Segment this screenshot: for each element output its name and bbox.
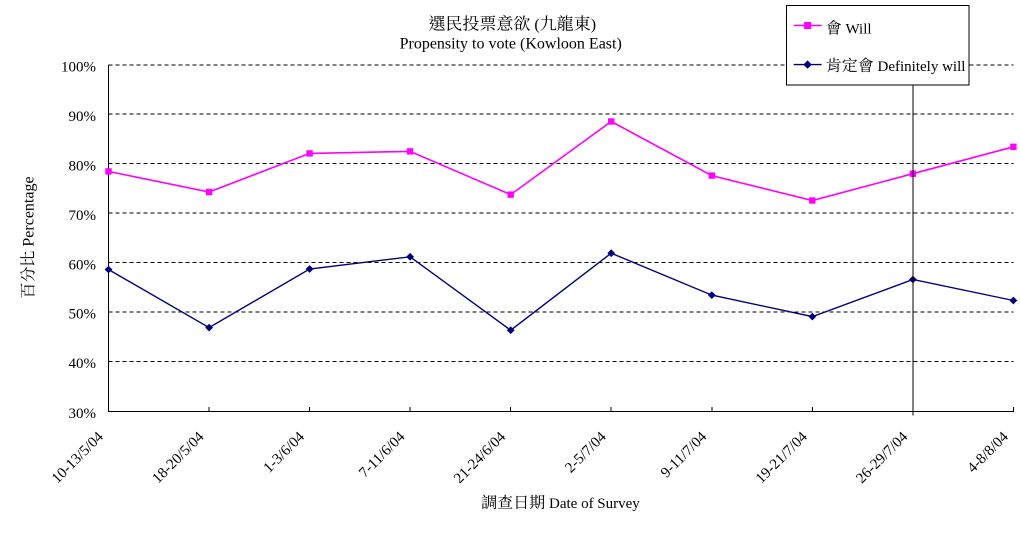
svg-text:50%: 50%	[69, 307, 97, 323]
svg-text:Propensity to vote (Kowloon Ea: Propensity to vote (Kowloon East)	[400, 35, 622, 52]
svg-text:Percentage: Percentage	[21, 176, 38, 246]
svg-text:(: (	[534, 17, 539, 34]
svg-text:40%: 40%	[69, 356, 97, 372]
svg-text:80%: 80%	[69, 158, 97, 174]
svg-text:70%: 70%	[69, 208, 97, 224]
svg-text:Will: Will	[846, 22, 872, 38]
svg-text:30%: 30%	[69, 406, 97, 422]
svg-text:100%: 100%	[61, 60, 96, 76]
svg-text:): )	[591, 17, 596, 34]
svg-text:60%: 60%	[69, 257, 97, 273]
svg-text:Definitely will: Definitely will	[878, 59, 966, 75]
svg-text:90%: 90%	[69, 109, 97, 125]
svg-text:Date of Survey: Date of Survey	[549, 496, 640, 512]
